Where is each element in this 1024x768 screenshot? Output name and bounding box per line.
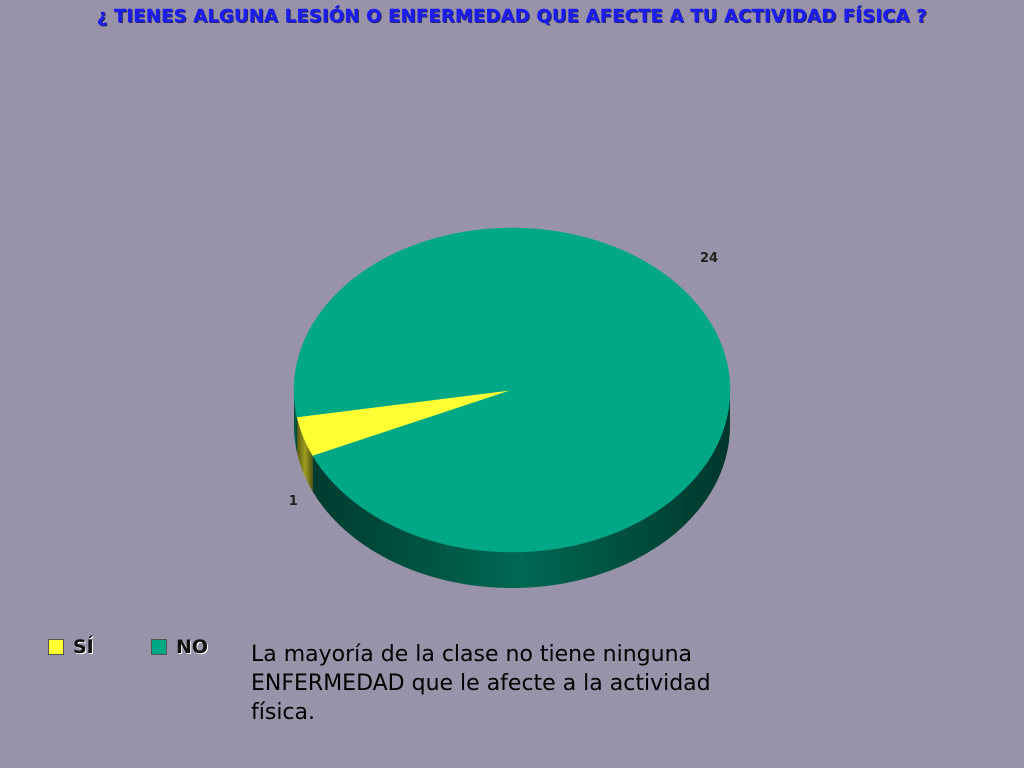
- legend-swatch-si: [48, 639, 64, 655]
- data-label-si: 1: [289, 494, 298, 509]
- pie-slice-no: [293, 227, 731, 553]
- data-label-no: 24: [700, 251, 718, 266]
- pie-side-si: [297, 417, 313, 492]
- conclusion-text: La mayoría de la clase no tiene ninguna …: [251, 642, 711, 725]
- legend-label-si: SÍ: [73, 636, 94, 658]
- legend-label-no: NO: [176, 636, 209, 658]
- pie-side-no: [312, 390, 730, 588]
- chart-title: ¿ TIENES ALGUNA LESIÓN O ENFERMEDAD QUE …: [96, 6, 928, 27]
- legend-swatch-no: [151, 639, 167, 655]
- legend-item-si: SÍ: [48, 636, 94, 658]
- legend-item-no: NO: [151, 636, 208, 658]
